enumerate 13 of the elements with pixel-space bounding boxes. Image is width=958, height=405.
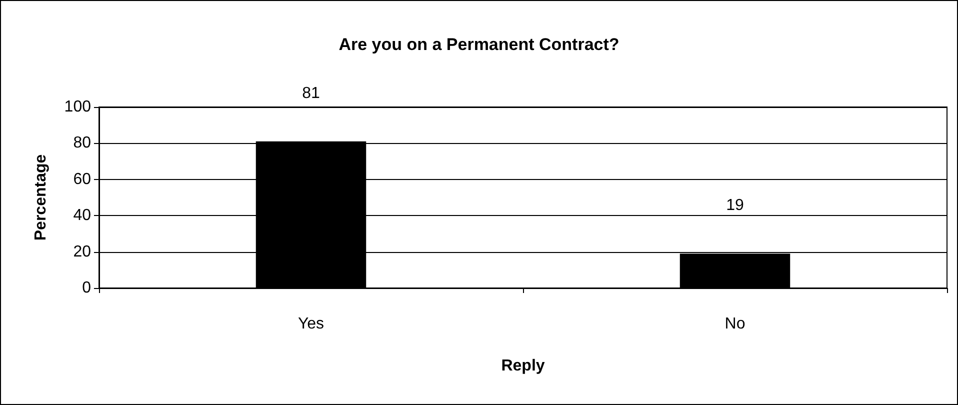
y-tick-label: 40 bbox=[73, 207, 92, 224]
data-label: 19 bbox=[726, 197, 744, 214]
x-axis-title: Reply bbox=[501, 358, 545, 374]
y-tick-label: 80 bbox=[73, 134, 92, 152]
y-tick-label: 100 bbox=[64, 98, 92, 116]
x-tick-label: No bbox=[724, 316, 746, 332]
chart-title: Are you on a Permanent Contract? bbox=[338, 35, 620, 54]
x-tick-label: Yes bbox=[298, 316, 324, 332]
y-tick-label: 20 bbox=[73, 243, 92, 260]
y-tick-label: 0 bbox=[82, 280, 92, 296]
y-tick-label: 60 bbox=[73, 170, 92, 188]
y-axis-title: Percentage bbox=[32, 154, 50, 241]
data-label: 81 bbox=[302, 84, 320, 102]
